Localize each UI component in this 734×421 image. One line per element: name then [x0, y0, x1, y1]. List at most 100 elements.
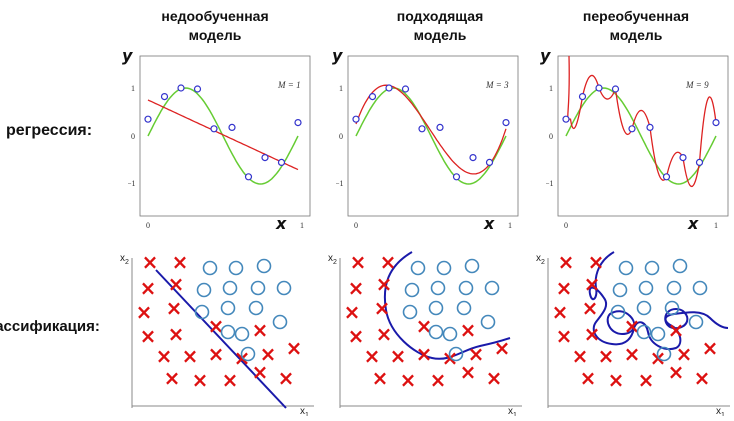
- column-title-line2: модель: [609, 27, 663, 43]
- data-point: [294, 118, 302, 127]
- data-point: [452, 173, 461, 181]
- column-title-line1: подходящая: [396, 8, 484, 24]
- fitted-curve: [567, 55, 717, 187]
- column-title-goodfit: подходящая модель: [350, 7, 530, 45]
- class-cross-marker: ×: [460, 360, 477, 384]
- class-circle-marker: [240, 346, 256, 362]
- regression-plot: 1 0 −1 0 1 M = 3: [335, 55, 519, 230]
- class-circle-marker: [220, 324, 236, 340]
- tick-x-one: 1: [508, 221, 512, 230]
- plot-frame: [557, 55, 729, 217]
- model-order-label: M = 1: [277, 80, 301, 90]
- class-circle-marker: [402, 304, 418, 320]
- column-title-line2: модель: [188, 27, 242, 43]
- class-circle-marker: [638, 280, 654, 296]
- class-cross-marker: ×: [556, 276, 573, 300]
- data-point: [244, 173, 253, 181]
- data-point: [385, 84, 393, 92]
- class-cross-marker: ×: [380, 250, 397, 274]
- class-circle-marker: [456, 300, 472, 316]
- class-cross-marker: ×: [252, 318, 269, 342]
- class-cross-marker: ×: [168, 322, 185, 346]
- class-circle-marker: [650, 326, 666, 342]
- class-circle-marker: [672, 258, 688, 274]
- classification-panel-underfit: x2 x1 × × × × × × × × × × × × × × × × × × × × ×: [118, 248, 318, 419]
- class-cross-marker: ×: [344, 300, 361, 324]
- class-cross-marker: ×: [348, 276, 365, 300]
- model-order-label: M = 3: [485, 80, 509, 90]
- fitted-curve: [355, 84, 507, 175]
- data-point: [646, 123, 654, 132]
- row-label-regression: регрессия:: [6, 122, 93, 139]
- data-point: [502, 118, 510, 127]
- class-circle-marker: [612, 282, 628, 298]
- class-circle-marker: [228, 260, 244, 276]
- class-cross-marker: ×: [416, 314, 433, 338]
- regression-plot: 1 0 −1 0 1 M = 1: [127, 55, 311, 230]
- classification-plot: x2 x1 × ×× ×× ×× ×× × × × × ×× × × × ×××: [536, 250, 730, 419]
- tick-y-pos: 1: [339, 84, 343, 93]
- class-circle-marker: [256, 258, 272, 274]
- data-point: [228, 123, 236, 132]
- data-point: [401, 85, 410, 93]
- class-cross-marker: ×: [286, 336, 303, 360]
- tick-y-neg: −1: [336, 179, 344, 188]
- class-cross-marker: ×: [364, 344, 381, 368]
- class-circle-marker: [250, 280, 266, 296]
- tick-y-zero: 0: [549, 132, 553, 141]
- class-cross-marker: ×: [416, 342, 433, 366]
- class-cross-marker: ×: [486, 366, 503, 390]
- class-circle-marker: [194, 304, 210, 320]
- class-cross-marker: ×: [468, 342, 485, 366]
- data-point: [436, 123, 444, 132]
- model-order-label: M = 9: [685, 80, 709, 90]
- class-circle-marker: [202, 260, 218, 276]
- class-cross-marker: ×: [136, 300, 153, 324]
- column-title-overfit: переобученная модель: [546, 7, 726, 45]
- class-circle-marker: [458, 280, 474, 296]
- class-circle-marker: [688, 314, 704, 330]
- regression-plot: 1 0 −1 0 1 M = 9: [545, 55, 729, 230]
- class-circle-marker: [666, 280, 682, 296]
- class-cross-marker: ×: [558, 250, 575, 274]
- axis-label-x: x: [688, 214, 699, 233]
- class-circle-marker: [636, 324, 652, 340]
- tick-y-neg: −1: [128, 179, 136, 188]
- class-cross-marker: ×: [278, 366, 295, 390]
- true-function-curve: [355, 87, 507, 185]
- class-circle-marker: [248, 300, 264, 316]
- class-circle-marker: [196, 282, 212, 298]
- class-circle-marker: [464, 258, 480, 274]
- axis-label-x1: x1: [716, 406, 725, 416]
- class-cross-marker: ×: [208, 314, 225, 338]
- class-circle-marker: [644, 260, 660, 276]
- column-title-line2: модель: [413, 27, 467, 43]
- column-title-underfit: недообученная модель: [125, 7, 305, 45]
- data-point: [418, 125, 426, 133]
- class-cross-marker: ×: [676, 342, 693, 366]
- data-point: [160, 92, 169, 101]
- class-cross-marker: ×: [580, 366, 597, 390]
- tick-x-zero: 0: [354, 221, 358, 230]
- true-function-curve: [147, 87, 299, 185]
- data-point: [144, 115, 152, 123]
- row-label-classification: классификация:: [0, 318, 100, 335]
- data-point: [578, 92, 587, 101]
- classification-panel-goodfit: x2 x1 × × × × × × × × × × × × × × × × × × × × ×: [326, 248, 526, 419]
- class-cross-marker: ×: [430, 368, 447, 392]
- class-cross-marker: ×: [182, 344, 199, 368]
- tick-y-pos: 1: [131, 84, 135, 93]
- class-circle-marker: [448, 346, 464, 362]
- class-circle-marker: [618, 260, 634, 276]
- fitted-curve: [147, 99, 299, 171]
- class-cross-marker: ×: [252, 360, 269, 384]
- class-cross-marker: ×: [390, 344, 407, 368]
- class-cross-marker: ×: [638, 368, 655, 392]
- class-circle-marker: [428, 324, 444, 340]
- data-point: [662, 173, 671, 181]
- class-circle-marker: [430, 280, 446, 296]
- class-cross-marker: ×: [584, 272, 601, 296]
- data-point: [595, 84, 603, 92]
- class-circle-marker: [410, 260, 426, 276]
- axis-label-y: y: [122, 46, 133, 65]
